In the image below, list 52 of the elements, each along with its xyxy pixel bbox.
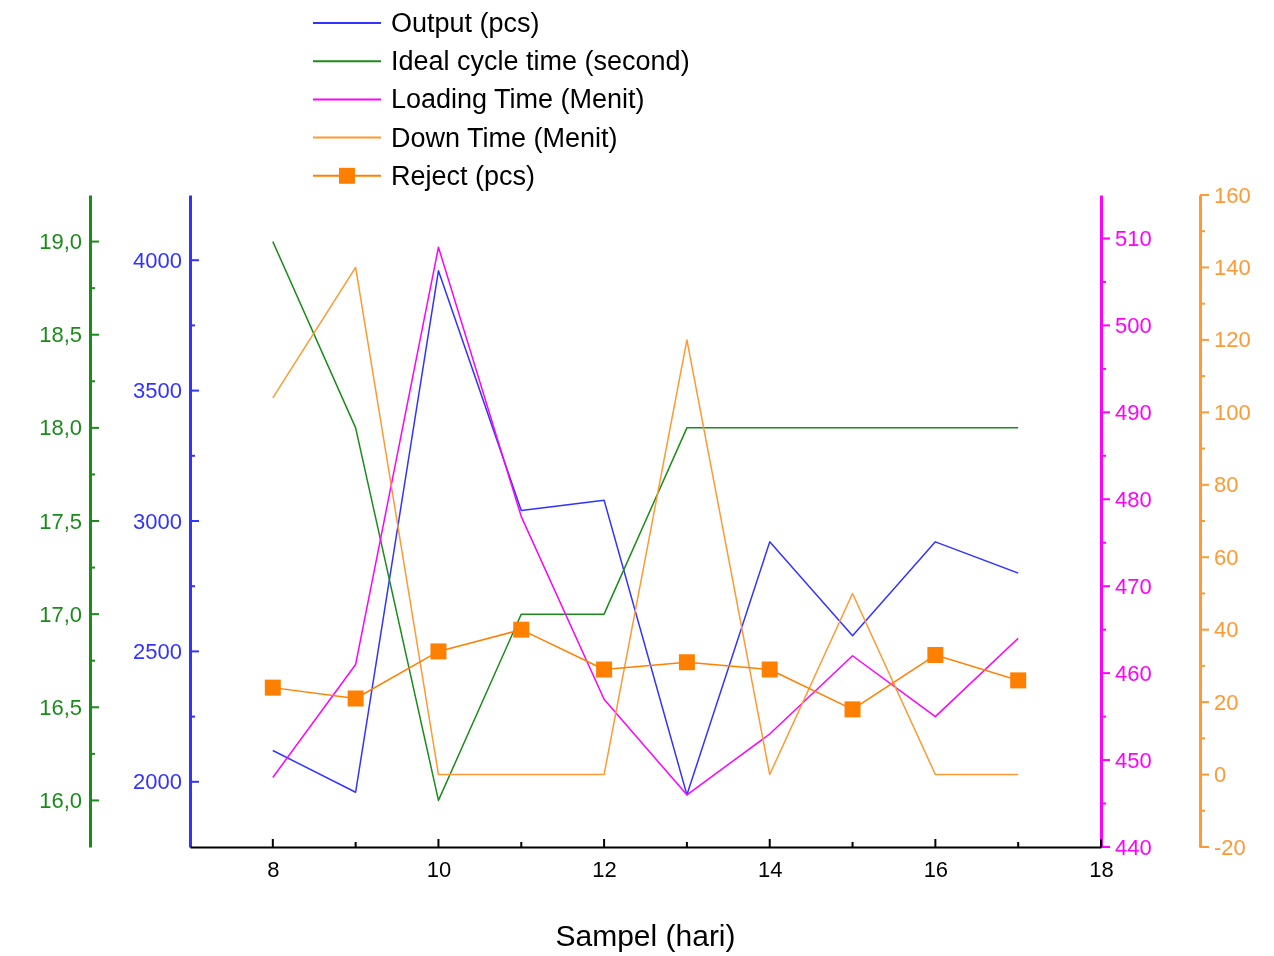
point: [430, 643, 447, 660]
x-tick-label: 12: [592, 856, 617, 882]
x-tick-label: 8: [267, 856, 280, 882]
y3-tick-label: 450: [1115, 747, 1152, 773]
y-tick-label: 2000: [133, 769, 182, 795]
point: [761, 661, 778, 678]
y3-tick-label: 470: [1115, 573, 1152, 599]
legend-label: Ideal cycle time (second): [391, 46, 690, 77]
y2-tick-label: 19,0: [39, 229, 82, 255]
point: [596, 661, 613, 678]
y2-tick-label: 16,5: [39, 694, 82, 720]
x-tick-label: 14: [757, 856, 783, 882]
point: [264, 679, 281, 696]
legend-label: Output (pcs): [391, 8, 540, 38]
y-tick-label: 60: [1214, 544, 1239, 570]
y-tick-label: 2500: [133, 638, 182, 664]
x-tick-label: 16: [923, 856, 949, 882]
y-tick-label: 100: [1214, 399, 1251, 425]
y3-tick-label: 510: [1115, 226, 1152, 252]
point: [927, 647, 944, 664]
y2-tick-label: 17,0: [39, 601, 82, 627]
y2-tick-label: 17,5: [39, 508, 82, 534]
legend-label: Down Time (Menit): [391, 122, 618, 153]
y2-tick-label: 18,5: [39, 322, 82, 348]
y-tick-label: 3000: [133, 508, 182, 534]
point: [347, 690, 364, 707]
y-tick-label: 20: [1214, 689, 1239, 715]
y-tick-label: 4000: [133, 247, 182, 273]
point: [513, 621, 530, 638]
point: [844, 701, 861, 718]
legend-label: Reject (pcs): [391, 160, 536, 191]
legend-label: Loading Time (Menit): [391, 84, 645, 115]
y-tick-label: 140: [1214, 254, 1251, 280]
y2-tick-label: 16,0: [39, 787, 82, 813]
y-tick-label: 80: [1214, 472, 1239, 498]
y3-tick-label: 490: [1115, 399, 1152, 425]
x-tick-label: 10: [426, 856, 452, 882]
x-tick-label: 18: [1089, 856, 1114, 882]
y2-tick-label: 18,0: [39, 415, 82, 441]
y3-tick-label: 440: [1115, 834, 1152, 860]
point: [1010, 672, 1027, 689]
y3-tick-label: 460: [1115, 660, 1152, 686]
y-tick-label: 160: [1214, 182, 1251, 208]
point: [678, 654, 695, 671]
y-tick-label: 3500: [133, 378, 182, 404]
y-tick-label: 0: [1214, 762, 1227, 788]
y3-tick-label: 500: [1115, 312, 1152, 338]
y-tick-label: -20: [1214, 834, 1246, 860]
y-tick-label: 120: [1214, 327, 1251, 353]
y3-tick-label: 480: [1115, 486, 1152, 512]
x-axis-title: Sampel (hari): [555, 919, 736, 952]
y-tick-label: 40: [1214, 617, 1239, 643]
